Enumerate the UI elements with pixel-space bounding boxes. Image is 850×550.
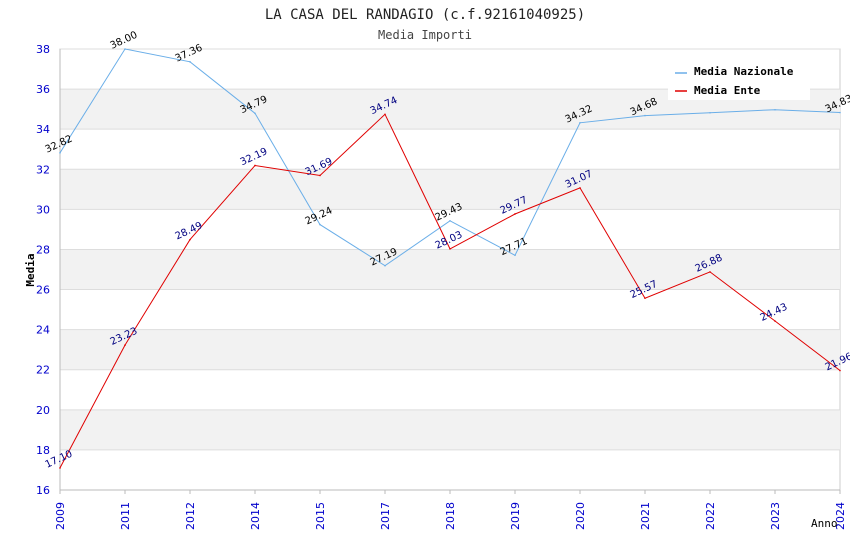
point-nazionale — [644, 114, 646, 117]
point-ente — [319, 174, 321, 177]
point-nazionale — [59, 152, 61, 154]
x-tick-label: 2018 — [444, 502, 457, 530]
point-ente — [709, 271, 711, 273]
point-ente — [774, 320, 776, 322]
point-nazionale — [449, 219, 451, 222]
point-nazionale — [709, 111, 711, 114]
point-nazionale — [319, 223, 321, 226]
series-lines — [59, 48, 841, 469]
point-nazionale — [839, 111, 841, 114]
y-axis-label: Media — [24, 253, 37, 286]
point-nazionale — [189, 61, 191, 63]
point-ente — [449, 248, 451, 250]
point-nazionale — [384, 264, 386, 267]
y-tick-label: 36 — [36, 83, 50, 96]
y-tick-labels: 16 18 20 22 24 26 28 30 32 34 36 38 — [36, 43, 50, 497]
x-tick-label: 2020 — [574, 502, 587, 530]
point-nazionale — [579, 121, 581, 124]
point-ente — [839, 369, 841, 372]
data-label-nazionale: 38.00 — [109, 30, 140, 52]
y-tick-label: 16 — [36, 484, 50, 497]
point-ente — [384, 113, 386, 116]
legend-label-ente: Media Ente — [694, 84, 761, 97]
x-tick-label: 2012 — [184, 502, 197, 530]
point-ente — [644, 297, 646, 299]
point-ente — [514, 213, 516, 215]
point-ente — [59, 467, 61, 469]
y-tick-label: 28 — [36, 243, 50, 256]
grid-band — [60, 409, 840, 450]
y-tick-label: 20 — [36, 404, 50, 417]
point-nazionale — [124, 48, 126, 50]
y-tick-label: 26 — [36, 284, 50, 297]
point-nazionale — [774, 108, 776, 111]
point-nazionale — [254, 112, 256, 115]
chart-subtitle: Media Importi — [378, 28, 472, 42]
point-nazionale — [514, 254, 516, 257]
y-tick-label: 30 — [36, 203, 50, 216]
point-ente — [579, 187, 581, 189]
grid-band — [60, 169, 840, 210]
x-tick-label: 2024 — [834, 502, 847, 530]
y-tick-label: 18 — [36, 444, 50, 457]
x-tick-label: 2021 — [639, 502, 652, 530]
point-ente — [124, 344, 126, 346]
x-tick-label: 2019 — [509, 502, 522, 530]
y-tick-label: 24 — [36, 324, 50, 337]
x-tick-label: 2022 — [704, 502, 717, 530]
y-tick-label: 34 — [36, 123, 50, 136]
x-tick-label: 2023 — [769, 502, 782, 530]
grid-band — [60, 329, 840, 370]
x-tick-label: 2017 — [379, 502, 392, 530]
x-tick-label: 2011 — [119, 502, 132, 530]
x-tick-label: 2014 — [249, 502, 262, 530]
y-tick-label: 38 — [36, 43, 50, 56]
y-tick-label: 22 — [36, 364, 50, 377]
grid-bands — [59, 48, 841, 491]
x-axis-label: Anno — [811, 517, 838, 530]
x-tick-label: 2015 — [314, 502, 327, 530]
legend-box — [668, 60, 810, 100]
point-ente — [254, 164, 256, 167]
grid-band — [60, 249, 840, 290]
x-tick-label: 2009 — [54, 502, 67, 530]
legend-label-nazionale: Media Nazionale — [694, 65, 794, 78]
y-tick-label: 32 — [36, 163, 50, 176]
point-ente — [189, 238, 191, 241]
x-tick-labels: 2009 2011 2012 2014 2015 2017 2018 2019 2020 2021… — [54, 490, 847, 530]
legend: Media Nazionale Media Ente — [668, 60, 810, 100]
chart-title: LA CASA DEL RANDAGIO (c.f.92161040925) — [265, 7, 585, 23]
